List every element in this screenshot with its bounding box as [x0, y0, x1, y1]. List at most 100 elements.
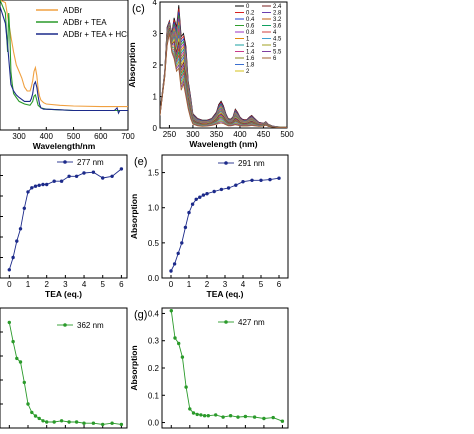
data-point [33, 414, 38, 418]
data-point [173, 336, 177, 340]
data-point [169, 269, 173, 273]
data-point [101, 422, 105, 427]
data-point [277, 176, 281, 180]
data-point [11, 255, 15, 260]
data-point [82, 421, 86, 425]
legend-label: 0.4 [246, 17, 255, 23]
data-point [22, 380, 26, 385]
data-point [37, 183, 41, 187]
y-axis-label: Absorption [129, 345, 139, 390]
data-point [26, 190, 30, 194]
legend-marker [63, 160, 67, 164]
series-line [0, 0, 128, 108]
legend-label: 0.2 [246, 11, 255, 17]
chart-b: 300 400 500 600 700 Wavelength/nm ADBr ADBr + T… [0, 0, 135, 151]
x-tick-label: 2 [205, 280, 210, 289]
y-tick-label: 2 [153, 61, 158, 70]
legend-label: 2.8 [273, 11, 282, 17]
data-point [91, 421, 96, 425]
data-point [82, 171, 86, 175]
y-tick-label: 1.0 [148, 204, 160, 213]
legend-label: ADBr [63, 6, 82, 15]
data-point [33, 184, 38, 188]
panel-label: (e) [134, 156, 147, 168]
x-tick-label: 700 [121, 132, 135, 141]
data-point [30, 410, 34, 415]
y-tick-label: 1 [153, 93, 158, 102]
x-axis-label: Wavelength/nm [33, 141, 96, 151]
data-point [195, 412, 199, 417]
x-tick-label: 500 [67, 132, 81, 141]
legend-label: 3.6 [273, 24, 282, 30]
legend-label: 0.6 [246, 24, 255, 30]
plot-frame [161, 307, 289, 429]
data-point [236, 415, 240, 419]
y-tick-label: 0.3 [148, 337, 160, 346]
series-line [170, 310, 283, 422]
legend-label: 3.2 [273, 17, 282, 23]
data-point [110, 421, 114, 425]
y-tick-label: 0 [153, 124, 158, 133]
legend-label: 4.5 [273, 37, 282, 43]
legend-label: ADBr + TEA [63, 18, 107, 27]
series-line [160, 33, 287, 128]
data-point [41, 419, 45, 423]
y-axis-label: Absorption [129, 194, 139, 239]
data-point [26, 402, 30, 406]
series-line [8, 168, 122, 270]
chart-g: 0.0 0.1 0.2 0.3 0.4 Absorption (g) 427 nm [129, 307, 289, 429]
panel-label: (g) [134, 309, 147, 321]
data-point [214, 413, 218, 417]
data-point [198, 195, 202, 199]
data-point [101, 176, 105, 180]
data-point [119, 422, 124, 427]
legend-marker [224, 161, 228, 165]
data-point [52, 179, 56, 183]
data-point [243, 414, 248, 419]
x-tick-label: 300 [12, 132, 26, 141]
data-point [252, 415, 257, 419]
legend-label: 5 [273, 43, 277, 49]
data-point [110, 174, 114, 178]
data-point [74, 420, 79, 424]
data-point [234, 183, 238, 187]
series-line [8, 322, 122, 425]
x-tick-label: 250 [163, 130, 177, 139]
data-point [228, 414, 233, 418]
legend-marker [63, 323, 67, 327]
legend-marker [224, 320, 228, 324]
x-tick-label: 0 [7, 280, 12, 289]
series-group [160, 5, 287, 128]
legend-label: 1.4 [246, 50, 255, 56]
legend-label: 5.5 [273, 50, 282, 56]
y-tick-label: 0.5 [148, 239, 160, 248]
chart-e: 0 1 2 3 4 5 6 0.0 0.5 1.0 1.5 TEA (eq.) Absorption (e… [129, 154, 289, 299]
series-group [0, 0, 128, 115]
x-tick-label: 600 [94, 132, 108, 141]
data-point [59, 179, 64, 183]
y-tick-label: 1.5 [148, 169, 160, 178]
legend-label: 291 nm [238, 159, 265, 168]
x-tick-label: 400 [40, 132, 54, 141]
data-point [219, 187, 224, 192]
x-tick-label: 300 [186, 130, 200, 139]
data-point [22, 206, 26, 210]
data-point [212, 189, 216, 194]
x-tick-label: 3 [223, 280, 228, 289]
data-point [7, 320, 11, 325]
data-point [183, 225, 188, 230]
x-tick-label: 5 [259, 280, 264, 289]
series-line [0, 0, 128, 112]
data-point [177, 341, 181, 346]
x-axis-label: TEA (eq.) [207, 289, 244, 299]
y-tick-label: 0.0 [148, 419, 160, 428]
chart-d: 0 1 2 3 4 5 6 TEA (eq.) 277 nm [0, 154, 128, 299]
x-tick-label: 0 [169, 280, 174, 289]
data-point [250, 178, 254, 182]
data-point [59, 419, 64, 423]
x-tick-label: 4 [241, 280, 246, 289]
x-tick-label: 400 [233, 130, 247, 139]
series-line [0, 6, 128, 115]
data-point [190, 202, 195, 206]
data-point [15, 356, 19, 361]
